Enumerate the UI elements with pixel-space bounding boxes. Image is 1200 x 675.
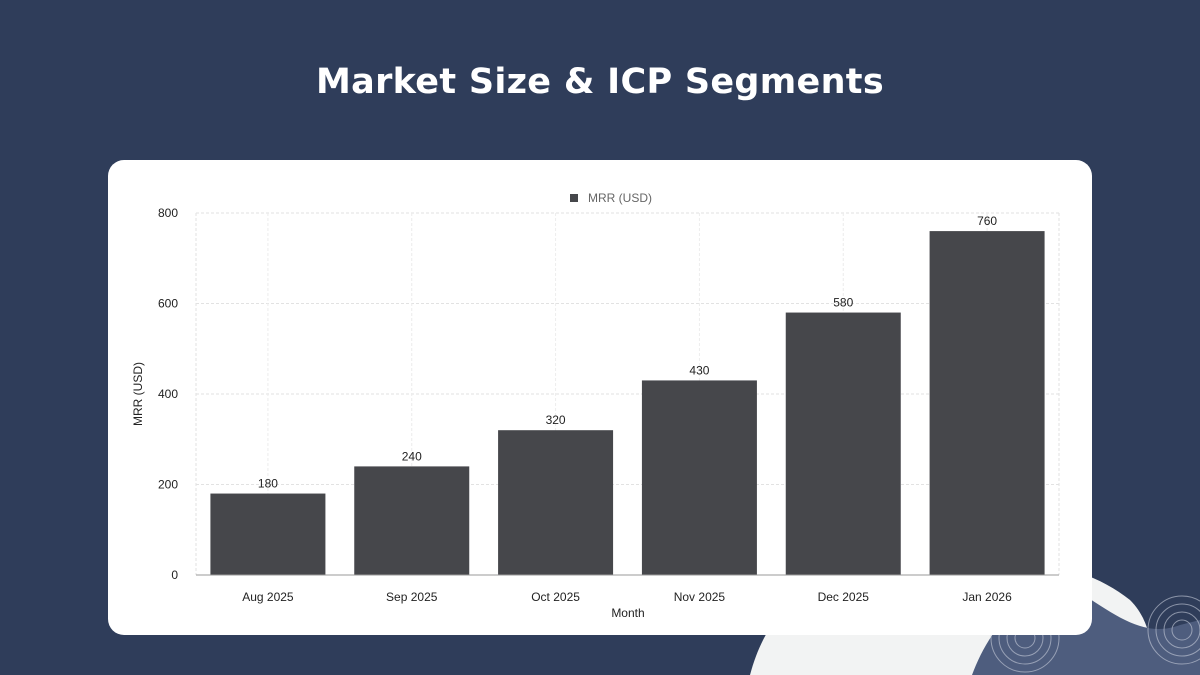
y-axis-title: MRR (USD) bbox=[131, 362, 145, 426]
legend-label: MRR (USD) bbox=[588, 191, 652, 205]
data-label: 760 bbox=[977, 214, 997, 228]
legend-swatch bbox=[570, 194, 578, 202]
x-tick-label: Aug 2025 bbox=[242, 590, 294, 604]
data-label: 320 bbox=[546, 413, 566, 427]
data-label: 180 bbox=[258, 477, 278, 491]
x-axis-title: Month bbox=[611, 606, 644, 620]
bar-nov-2025 bbox=[641, 380, 757, 575]
x-tick-label: Nov 2025 bbox=[674, 590, 726, 604]
bar-sep-2025 bbox=[354, 466, 470, 575]
bar-jan-2026 bbox=[929, 231, 1045, 575]
bar-dec-2025 bbox=[785, 312, 901, 575]
x-tick-label: Oct 2025 bbox=[531, 590, 580, 604]
y-tick-label: 0 bbox=[171, 568, 178, 582]
y-tick-label: 600 bbox=[158, 297, 178, 311]
data-label: 430 bbox=[689, 363, 709, 377]
data-label: 580 bbox=[833, 296, 853, 310]
y-tick-label: 400 bbox=[158, 387, 178, 401]
y-tick-label: 200 bbox=[158, 478, 178, 492]
y-tick-label: 800 bbox=[158, 206, 178, 220]
slide-title: Market Size & ICP Segments bbox=[316, 62, 884, 102]
bar-aug-2025 bbox=[210, 493, 326, 575]
bar-oct-2025 bbox=[498, 430, 614, 575]
x-tick-label: Dec 2025 bbox=[818, 590, 870, 604]
x-tick-label: Sep 2025 bbox=[386, 590, 438, 604]
bar-chart: 0 200 400 600 800 180 Aug 2025 240 Sep 2025 320 Oc… bbox=[131, 191, 1060, 620]
chart-card: 0 200 400 600 800 180 Aug 2025 240 Sep 2025 320 Oc… bbox=[108, 160, 1092, 635]
x-tick-label: Jan 2026 bbox=[962, 590, 1012, 604]
data-label: 240 bbox=[402, 449, 422, 463]
